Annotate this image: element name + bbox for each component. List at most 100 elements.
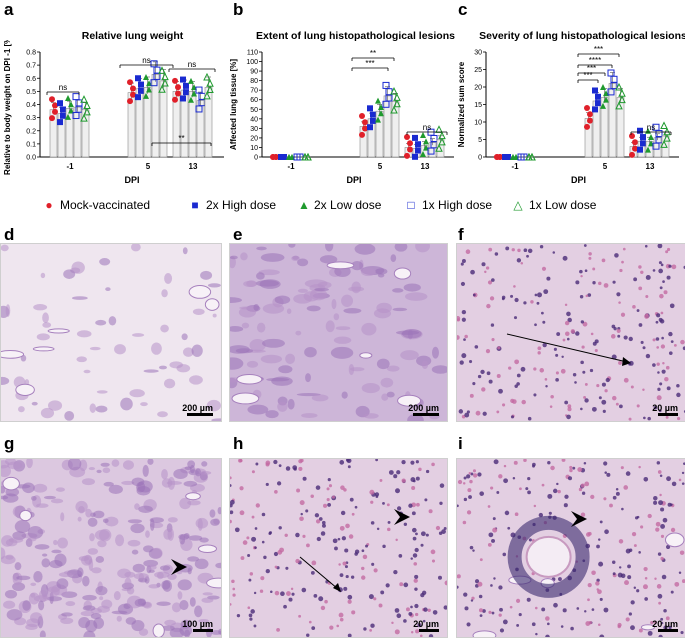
cell-nucleus <box>527 490 531 495</box>
airway-lumen <box>206 577 221 589</box>
cell-nucleus <box>310 494 314 498</box>
airway-lumen <box>1 350 25 359</box>
cell-nucleus <box>681 471 685 475</box>
cell-nucleus <box>424 498 428 502</box>
marker-point <box>438 137 446 146</box>
marker-point <box>382 81 390 89</box>
scale-bar-i: 20 µm <box>652 619 678 632</box>
cell-nucleus <box>618 360 622 365</box>
tissue-blot <box>55 487 65 492</box>
cell-nucleus <box>375 495 379 499</box>
cell-nucleus <box>461 309 467 315</box>
cell-nucleus <box>588 620 592 625</box>
cell-nucleus <box>346 459 352 464</box>
cell-nucleus <box>457 504 459 508</box>
tissue-blot <box>14 562 22 571</box>
cell-nucleus <box>645 353 651 359</box>
y-tick-label: 25 <box>474 67 482 74</box>
cell-nucleus <box>569 465 573 470</box>
cell-nucleus <box>503 464 507 468</box>
cell-nucleus <box>542 320 546 324</box>
panel-letter-e: e <box>233 225 243 244</box>
marker-point <box>188 77 194 84</box>
cell-nucleus <box>492 527 498 533</box>
y-tick-label: 50 <box>250 107 258 114</box>
cell-nucleus <box>612 395 617 401</box>
tissue-blot <box>147 564 157 570</box>
cell-nucleus <box>580 407 583 411</box>
cell-nucleus <box>550 465 555 471</box>
tissue-blot <box>5 554 14 560</box>
cell-nucleus <box>470 269 475 275</box>
airway-lumen <box>152 623 165 637</box>
micrograph-h: 20 µm <box>229 458 448 638</box>
cell-nucleus <box>577 467 583 472</box>
cell-nucleus <box>537 351 541 355</box>
cell-nucleus <box>340 510 346 516</box>
cell-nucleus <box>249 572 254 576</box>
cell-nucleus <box>344 565 348 569</box>
cell-nucleus <box>324 599 328 604</box>
tissue-blot <box>403 283 421 292</box>
cell-nucleus <box>658 268 664 274</box>
cell-nucleus <box>491 338 495 342</box>
cell-nucleus <box>603 283 609 288</box>
cell-nucleus <box>502 619 508 625</box>
cell-nucleus <box>423 607 428 612</box>
bar <box>196 100 205 158</box>
marker-point <box>367 105 373 112</box>
cell-nucleus <box>617 622 622 628</box>
marker-point <box>632 145 638 152</box>
cell-nucleus <box>505 246 510 251</box>
marker-point <box>80 114 88 122</box>
cell-nucleus <box>520 262 524 265</box>
tissue-blot <box>319 255 338 264</box>
cell-nucleus <box>582 321 588 327</box>
tissue-blot <box>77 516 82 522</box>
cell-nucleus <box>621 507 624 511</box>
marker-point <box>143 92 149 99</box>
tissue-blot <box>89 533 95 542</box>
cell-nucleus <box>479 491 485 496</box>
marker-point <box>603 96 609 103</box>
cell-nucleus <box>393 474 398 479</box>
marker-point <box>393 99 401 108</box>
cell-nucleus <box>618 301 621 304</box>
cell-nucleus <box>250 609 255 614</box>
cell-nucleus <box>318 517 323 521</box>
cell-nucleus <box>660 263 664 267</box>
cell-nucleus <box>246 536 250 540</box>
cell-nucleus <box>460 262 464 266</box>
cell-nucleus <box>602 409 606 413</box>
cell-nucleus <box>339 573 344 578</box>
cell-nucleus <box>647 416 651 421</box>
tissue-blot <box>260 253 285 262</box>
marker-point <box>660 140 668 148</box>
cell-nucleus <box>248 613 253 618</box>
tissue-blot <box>81 478 95 486</box>
cell-nucleus <box>403 582 409 588</box>
cell-nucleus <box>643 476 649 482</box>
marker-point <box>420 132 426 139</box>
cell-nucleus <box>444 580 447 586</box>
tissue-blot <box>102 467 111 474</box>
cell-nucleus <box>665 616 670 621</box>
cell-nucleus <box>458 409 464 414</box>
cell-nucleus <box>533 504 537 508</box>
cell-nucleus <box>361 549 365 553</box>
cell-nucleus <box>512 476 516 480</box>
marker-point <box>435 144 443 152</box>
panel-letter-b: b <box>233 0 244 19</box>
marker-point <box>393 93 401 101</box>
tissue-blot <box>295 330 302 336</box>
cell-nucleus <box>596 544 600 549</box>
scale-label: 20 µm <box>652 403 678 413</box>
cell-nucleus <box>627 564 631 569</box>
tissue-blot <box>136 485 151 496</box>
chart-b-title: Extent of lung histopathological lesions <box>256 30 455 42</box>
cell-nucleus <box>394 629 400 635</box>
cell-nucleus <box>395 538 398 542</box>
cell-nucleus <box>570 626 574 631</box>
cell-nucleus <box>253 591 257 595</box>
cell-nucleus <box>525 487 529 491</box>
